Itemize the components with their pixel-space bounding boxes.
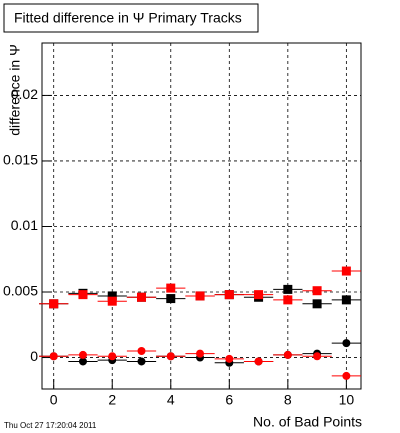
x-axis-label: No. of Bad Points bbox=[253, 414, 362, 430]
marker bbox=[254, 290, 264, 300]
marker bbox=[78, 350, 87, 359]
marker bbox=[254, 357, 263, 366]
marker bbox=[166, 283, 176, 293]
y-tick-label: 0 bbox=[30, 348, 38, 364]
marker bbox=[341, 266, 351, 276]
marker bbox=[49, 352, 58, 361]
marker bbox=[283, 284, 293, 294]
marker bbox=[107, 296, 117, 306]
y-tick-label: 0.005 bbox=[3, 283, 38, 299]
marker bbox=[49, 299, 59, 309]
marker bbox=[137, 346, 146, 355]
chart-title: Fitted difference in Ψ Primary Tracks bbox=[14, 10, 242, 26]
marker bbox=[283, 295, 293, 305]
x-tick-label: 0 bbox=[50, 392, 58, 408]
y-tick-label: 0.02 bbox=[11, 86, 38, 102]
marker bbox=[107, 291, 117, 301]
marker bbox=[224, 290, 234, 300]
marker bbox=[341, 295, 351, 305]
marker bbox=[196, 349, 205, 358]
x-tick-label: 10 bbox=[339, 392, 355, 408]
frame bbox=[41, 42, 362, 390]
marker bbox=[342, 371, 351, 380]
marker bbox=[312, 286, 322, 296]
marker bbox=[108, 352, 117, 361]
marker bbox=[195, 291, 205, 301]
marker bbox=[342, 339, 351, 348]
marker bbox=[78, 357, 87, 366]
y-axis-label: difference in Ψ bbox=[7, 44, 23, 136]
y-tick-label: 0.015 bbox=[3, 152, 38, 168]
marker bbox=[166, 294, 176, 304]
x-tick-label: 4 bbox=[167, 392, 175, 408]
marker bbox=[283, 350, 292, 359]
title-box bbox=[3, 3, 259, 33]
timestamp: Thu Oct 27 17:20:04 2011 bbox=[4, 421, 97, 430]
x-tick-label: 8 bbox=[284, 392, 292, 408]
marker bbox=[312, 299, 322, 309]
x-tick-label: 2 bbox=[108, 392, 116, 408]
y-tick-label: 0.01 bbox=[11, 217, 38, 233]
x-tick-label: 6 bbox=[225, 392, 233, 408]
marker bbox=[225, 354, 234, 363]
marker bbox=[137, 357, 146, 366]
marker bbox=[137, 292, 147, 302]
marker bbox=[78, 290, 88, 300]
marker bbox=[313, 352, 322, 361]
marker bbox=[166, 352, 175, 361]
